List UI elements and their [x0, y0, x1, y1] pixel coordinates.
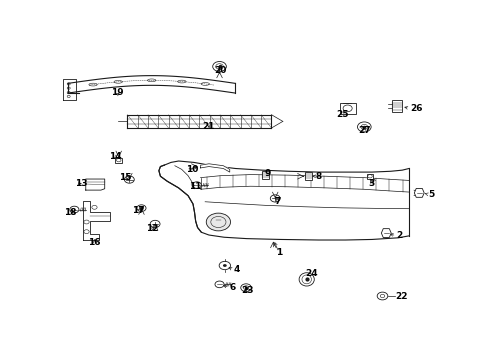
Text: 25: 25	[335, 110, 348, 119]
Bar	[366, 174, 373, 179]
Text: 19: 19	[111, 88, 123, 97]
Ellipse shape	[299, 273, 314, 286]
Text: 21: 21	[202, 122, 215, 131]
Text: 18: 18	[64, 208, 77, 217]
Bar	[391, 100, 401, 112]
Text: 2: 2	[396, 231, 402, 240]
Text: 11: 11	[189, 182, 202, 191]
Circle shape	[223, 264, 226, 267]
Text: 16: 16	[88, 238, 101, 247]
Bar	[115, 158, 122, 163]
Text: 5: 5	[427, 190, 433, 199]
Text: 1: 1	[275, 248, 282, 257]
Polygon shape	[83, 201, 109, 240]
Text: 20: 20	[214, 66, 226, 75]
Circle shape	[206, 213, 230, 231]
Text: 27: 27	[357, 126, 370, 135]
Polygon shape	[159, 161, 408, 240]
Text: 8: 8	[315, 172, 322, 181]
Text: 6: 6	[229, 283, 236, 292]
Text: 4: 4	[233, 265, 240, 274]
Polygon shape	[413, 188, 423, 197]
Text: 3: 3	[368, 179, 374, 188]
Bar	[262, 171, 268, 179]
Polygon shape	[381, 229, 390, 238]
Text: 26: 26	[409, 104, 422, 113]
Text: 24: 24	[305, 269, 318, 278]
Text: 15: 15	[118, 173, 131, 182]
Text: 13: 13	[75, 179, 88, 188]
Text: 14: 14	[108, 152, 121, 161]
Bar	[304, 172, 311, 180]
Text: 12: 12	[145, 224, 158, 233]
Text: 10: 10	[186, 165, 198, 174]
Text: 9: 9	[264, 169, 270, 178]
Text: 22: 22	[395, 292, 407, 301]
Polygon shape	[85, 179, 104, 190]
Polygon shape	[200, 164, 229, 172]
Text: 17: 17	[132, 206, 145, 215]
Polygon shape	[68, 76, 235, 93]
Bar	[339, 103, 355, 114]
Text: 23: 23	[241, 286, 253, 295]
Circle shape	[376, 292, 387, 300]
Text: 7: 7	[274, 197, 281, 206]
Polygon shape	[127, 115, 271, 128]
